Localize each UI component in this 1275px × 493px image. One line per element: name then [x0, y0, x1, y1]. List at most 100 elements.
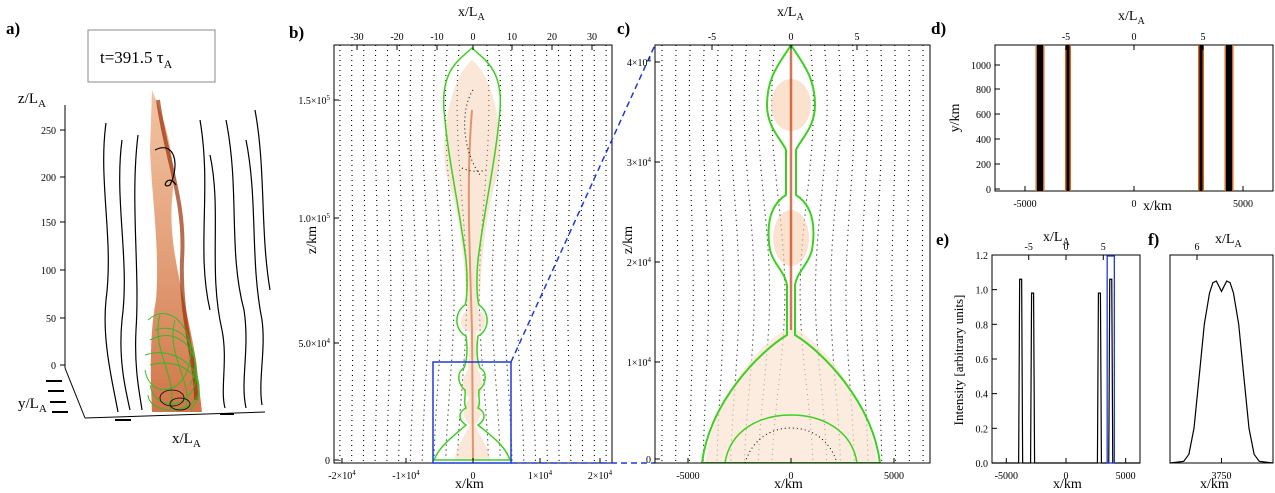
current-sheet-core [1066, 45, 1070, 191]
panel-b-bottom-ticks: -2×104 -1×104 0 1×104 2×104 [328, 458, 613, 482]
panel-e: e) x/LA -5 0 5 0.0 0.2 0.4 0.6 0.8 1.0 1.2 -5000… [936, 230, 1141, 492]
panel-c-frame [654, 44, 931, 464]
panel-b-top-axis-label: x/LA [458, 5, 485, 23]
panel-b-top-ticks: -30 -20 -10 0 10 20 30 [350, 32, 597, 50]
z-axis-ticks: 250 200 150 100 50 0 [41, 126, 65, 372]
panel-e-y-tick: 1.0 [976, 286, 989, 297]
panel-d-left-ticks: 0 200 400 600 800 1000 [971, 61, 1000, 196]
panel-e-y-tick: 0.8 [976, 320, 989, 331]
z-tick-label: 250 [41, 126, 56, 137]
panel-f-top-tick: 6 [1195, 242, 1200, 253]
z-tick-label: 50 [46, 314, 56, 325]
panel-d-stripes [1035, 45, 1234, 191]
panel-b-top-tick: 30 [587, 32, 597, 43]
panel-e-ylabel: Intensity [arbitrary units] [951, 295, 966, 426]
panel-d-left-tick: 600 [976, 110, 991, 121]
panel-d-bottom-tick: 0 [1132, 199, 1137, 210]
panel-e-xlabel: x/km [1053, 477, 1082, 492]
panel-f-top-axis-label: x/LA [1215, 232, 1242, 250]
panel-e-top-ticks: -5 0 5 [1025, 242, 1106, 260]
panel-b-top-tick: 0 [471, 32, 476, 43]
panel-c-left-tick: 2×104 [627, 256, 652, 269]
panel-c-bottom-tick: 0 [789, 471, 794, 482]
panel-b-bottom-tick: 0 [471, 471, 476, 482]
panel-d-top-axis-label: x/LA [1118, 9, 1145, 27]
panel-c-left-tick: 4×104 [627, 56, 652, 69]
panel-f-frame [1169, 254, 1274, 464]
current-sheet-core [1226, 45, 1232, 191]
panel-b-separatrix [432, 46, 512, 461]
panel-b-top-tick: -10 [430, 32, 443, 43]
panel-e-x-tick: 5000 [1116, 471, 1136, 482]
panel-d-left-tick: 800 [976, 85, 991, 96]
base-dashes [46, 380, 234, 421]
panel-b-label: b) [289, 23, 304, 42]
panel-d-left-axis-label: y/km [948, 104, 963, 133]
panel-f-intensity-line [1169, 280, 1274, 464]
panel-e-left-ticks: 0.0 0.2 0.4 0.6 0.8 1.0 1.2 [976, 251, 997, 470]
panel-d-top-tick: -5 [1062, 32, 1070, 43]
panel-b-bottom-tick: 1×104 [528, 469, 553, 482]
panel-c-left-tick: 1×104 [627, 356, 652, 369]
z-tick-label: 100 [41, 266, 56, 277]
panel-d-bottom-tick: -5000 [1013, 199, 1036, 210]
panel-e-zoom-box [1106, 255, 1115, 464]
panel-e-top-tick: -5 [1025, 242, 1033, 253]
panel-b-top-tick: 10 [507, 32, 517, 43]
panel-b-left-tick: 0 [325, 456, 330, 467]
panel-c-top-tick: -5 [708, 32, 716, 43]
green-field-lines [144, 313, 200, 411]
y-axis-line [64, 367, 86, 419]
panel-e-bottom-ticks: -5000 0 5000 [995, 458, 1136, 482]
panel-d-bottom-ticks: -5000 0 5000 [1013, 186, 1253, 210]
panel-d-top-tick: 0 [1132, 32, 1137, 43]
panel-b-left-ticks: 0 5.0×104 1.0×105 1.5×105 [298, 94, 339, 467]
current-sheet-core [1037, 45, 1043, 191]
panel-c-left-axis-label: z/km [621, 226, 636, 254]
panel-e-x-tick: -5000 [995, 471, 1018, 482]
panel-c-top-tick: 5 [855, 32, 860, 43]
panel-b-zoom-box [432, 361, 512, 464]
panel-b-bottom-axis-label: x/km [455, 477, 484, 492]
panel-c-top-tick: 0 [789, 32, 794, 43]
small-loops [159, 389, 191, 411]
panel-c-top-axis-label: x/LA [777, 5, 804, 23]
panel-b-top-tick: 20 [547, 32, 557, 43]
z-tick-label: 200 [41, 173, 56, 184]
panel-b-left-tick: 1.0×105 [298, 212, 330, 225]
panel-d-bottom-axis-label: x/km [1143, 199, 1172, 214]
y-axis-label: y/LA [18, 396, 47, 415]
panel-b-left-tick: 1.5×105 [298, 94, 330, 107]
panel-b-bottom-tick: -2×104 [328, 469, 356, 482]
panel-c-left-tick: 0 [646, 455, 651, 466]
panel-b-left-tick: 5.0×104 [298, 337, 330, 350]
time-box [87, 29, 216, 83]
z-tick-label: 150 [41, 218, 56, 229]
panel-e-frame [991, 254, 1141, 464]
panel-f: f) x/LA 6 3750 x/km [1148, 230, 1274, 492]
panel-c-left-ticks: 0 1×104 2×104 3×104 4×104 [627, 56, 660, 466]
panel-e-y-tick: 0.6 [976, 355, 989, 366]
panel-c-bottom-axis-label: x/km [774, 477, 803, 492]
panel-b-plot-area [339, 45, 607, 463]
panel-a-label: a) [6, 19, 20, 38]
panel-b-left-axis-label: z/km [305, 226, 320, 254]
panel-b-bottom-tick: -1×104 [392, 469, 420, 482]
panel-b-bottom-tick: 2×104 [588, 469, 613, 482]
panel-d-bottom-tick: 5000 [1233, 199, 1253, 210]
panel-c: c) x/LA -5 0 5 0 1×104 2×104 3×104 4×104 -5000… [617, 5, 931, 492]
panel-d-top-tick: 5 [1201, 32, 1206, 43]
x-axis-line [84, 411, 266, 419]
panel-d-top-ticks: -5 0 5 [1062, 32, 1206, 50]
panel-f-top-ticks: 6 [1195, 242, 1200, 260]
panel-d-left-tick: 0 [986, 185, 991, 196]
panel-c-left-tick: 3×104 [627, 156, 652, 169]
field-lines-3d [103, 109, 271, 413]
panel-d-left-tick: 1000 [971, 61, 991, 72]
x-axis-label: x/LA [172, 431, 201, 450]
panel-b-top-tick: -30 [350, 32, 363, 43]
panel-d-left-tick: 200 [976, 160, 991, 171]
panel-c-top-ticks: -5 0 5 [708, 32, 860, 50]
